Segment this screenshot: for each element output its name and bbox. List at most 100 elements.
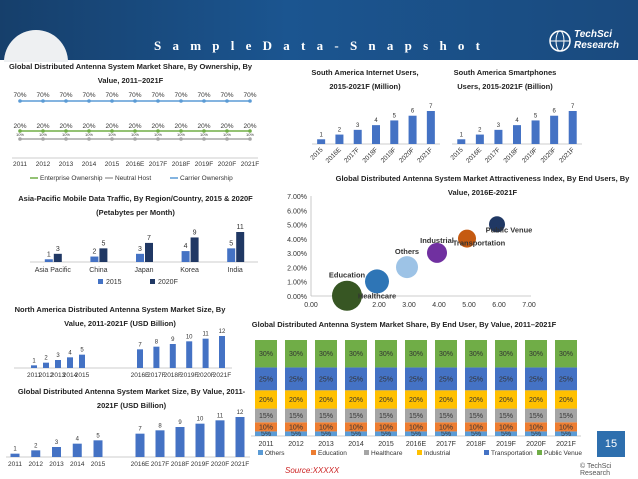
enduser-data-label: 20%	[349, 397, 363, 404]
global-market-x-tick: 2011	[8, 461, 22, 468]
ownership-data-label: 10%	[85, 132, 93, 137]
enduser-data-label: 30%	[469, 351, 483, 358]
enduser-data-label: 10%	[439, 424, 453, 431]
na-market-bar	[43, 362, 49, 368]
sa-smartphones-x-tick: 2017F	[484, 146, 502, 164]
enduser-segment	[435, 367, 457, 391]
enduser-data-label: 15%	[409, 413, 423, 420]
enduser-segment	[405, 431, 427, 436]
global-market-bar	[215, 420, 225, 457]
ownership-data-label: 10%	[200, 132, 208, 137]
enduser-segment	[345, 367, 367, 391]
sa-smartphones-bar	[475, 134, 484, 144]
apac-data-label: 9	[193, 229, 197, 236]
ownership-point	[179, 99, 183, 103]
sa-smartphones-data-label: 4	[515, 118, 519, 124]
na-market-data-label: 9	[171, 337, 175, 343]
apac-bar	[181, 251, 190, 262]
enduser-data-label: 20%	[379, 397, 393, 404]
ownership-data-label: 20%	[105, 123, 118, 130]
na-market-x-tick: 2015	[75, 372, 90, 379]
global-market-x-tick: 2020F	[211, 461, 229, 468]
attractiveness-y-tick: 4.00%	[287, 237, 307, 244]
na-market-data-label: 12	[219, 329, 226, 335]
enduser-data-label: 15%	[499, 413, 513, 420]
enduser-data-label: 10%	[409, 424, 423, 431]
global-market-data-label: 8	[158, 423, 162, 429]
attractiveness-x-tick: 5.00	[462, 302, 476, 309]
ownership-data-label: 20%	[13, 123, 26, 130]
enduser-segment	[315, 431, 337, 436]
sa-smartphones-data-label: 3	[497, 123, 501, 129]
sa-internet-x-tick: 2021F	[416, 146, 434, 164]
sa-smartphones-x-tick: 2015	[450, 146, 465, 161]
sa-internet-x-tick: 2017F	[343, 146, 361, 164]
na-market-data-label: 10	[186, 334, 193, 340]
enduser-segment	[285, 422, 307, 432]
sa-internet-x-tick: 2020F	[398, 146, 416, 164]
global-market-bar	[235, 417, 245, 457]
ownership-data-label: 70%	[36, 92, 49, 99]
ownership-legend-label: Neutral Host	[115, 175, 151, 182]
enduser-segment	[255, 340, 277, 368]
enduser-data-label: 15%	[319, 413, 333, 420]
enduser-x-tick: 2016E	[406, 441, 427, 448]
enduser-data-label: 10%	[529, 424, 543, 431]
sa-smartphones-bar	[550, 115, 559, 144]
ownership-data-label: 10%	[154, 132, 162, 137]
ownership-point	[110, 99, 114, 103]
enduser-data-label: 10%	[499, 424, 513, 431]
ownership-data-label: 20%	[128, 123, 141, 130]
enduser-segment	[525, 431, 547, 436]
sa-internet-bar	[408, 115, 417, 144]
sa-smartphones-data-label: 7	[571, 104, 575, 110]
enduser-data-label: 5%	[441, 431, 451, 438]
ownership-point	[225, 129, 229, 133]
na-market-bar	[67, 357, 73, 368]
enduser-legend-label: Transportation	[491, 450, 533, 457]
attractiveness-y-tick: 7.00%	[287, 194, 307, 201]
enduser-legend-label: Others	[265, 450, 285, 457]
enduser-data-label: 15%	[379, 413, 393, 420]
global-market-data-label: 2	[34, 443, 38, 449]
ownership-legend-label: Enterprise Ownership	[40, 175, 103, 182]
apac-data-label: 3	[56, 246, 60, 253]
ownership-data-label: 20%	[82, 123, 95, 130]
na-market-x-tick: 2019F	[180, 372, 198, 379]
enduser-legend-label: Public Venue	[544, 450, 582, 457]
ownership-point	[87, 99, 91, 103]
na-market-bar	[219, 336, 225, 368]
enduser-data-label: 5%	[261, 431, 271, 438]
ownership-data-label: 10%	[223, 132, 231, 137]
global-market-x-tick: 2018F	[171, 461, 189, 468]
na-market-x-tick: 2016E	[131, 372, 150, 379]
attractiveness-bubble	[489, 216, 505, 233]
enduser-data-label: 25%	[439, 376, 453, 383]
apac-x-tick: India	[228, 267, 243, 274]
apac-data-label: 1	[47, 251, 51, 258]
enduser-segment	[405, 422, 427, 432]
enduser-data-label: 5%	[531, 431, 541, 438]
enduser-segment	[375, 431, 397, 436]
attractiveness-bubble	[396, 256, 418, 279]
sa-internet-data-label: 2	[338, 128, 342, 134]
attractiveness-chart-title: Global Distributed Antenna System Market…	[335, 174, 630, 197]
ownership-x-tick: 2021F	[241, 161, 259, 168]
ownership-point	[133, 129, 137, 133]
na-market-data-label: 11	[202, 332, 209, 338]
enduser-legend-swatch	[484, 450, 489, 455]
page-title: S a m p l e D a t a - S n a p s h o t	[153, 38, 485, 53]
enduser-segment	[495, 390, 517, 409]
enduser-data-label: 30%	[349, 351, 363, 358]
na-market-x-tick: 2013	[51, 372, 66, 379]
global-market-x-tick: 2017F	[151, 461, 169, 468]
enduser-segment	[285, 390, 307, 409]
apac-data-label: 5	[101, 240, 105, 247]
enduser-segment	[285, 431, 307, 436]
apac-x-tick: Asia Pacific	[35, 267, 72, 274]
enduser-data-label: 20%	[499, 397, 513, 404]
enduser-data-label: 5%	[291, 431, 301, 438]
enduser-segment	[435, 340, 457, 368]
enduser-share-chart-title: Global Distributed Antenna System Market…	[251, 320, 557, 329]
global-market-x-tick: 2012	[29, 461, 44, 468]
